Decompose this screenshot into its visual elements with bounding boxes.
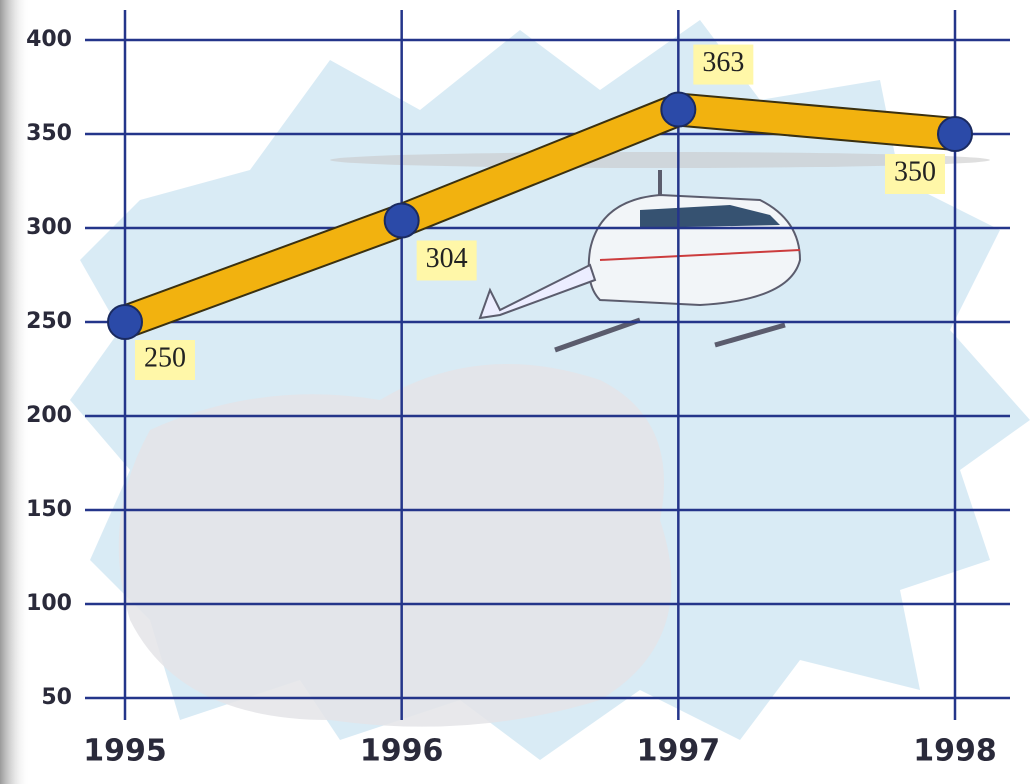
marker bbox=[108, 305, 142, 339]
page-edge bbox=[0, 0, 30, 784]
data-label: 250 bbox=[144, 342, 186, 373]
y-tick-label: 100 bbox=[26, 591, 72, 616]
marker bbox=[661, 93, 695, 127]
marker bbox=[938, 117, 972, 151]
marker bbox=[385, 203, 419, 237]
y-tick-label: 200 bbox=[26, 403, 72, 428]
x-tick-label: 1996 bbox=[360, 734, 444, 769]
chart: 250 304 363 350 50 100 150 200 250 300 350 400 1995… bbox=[0, 0, 1033, 784]
y-tick-label: 300 bbox=[26, 215, 72, 240]
data-label: 350 bbox=[894, 156, 936, 187]
data-label: 304 bbox=[426, 243, 468, 274]
background-cloud bbox=[119, 364, 672, 727]
y-tick-label: 150 bbox=[26, 497, 72, 522]
data-label: 363 bbox=[702, 47, 744, 78]
y-tick-label: 50 bbox=[41, 685, 72, 710]
y-tick-label: 350 bbox=[26, 121, 72, 146]
x-tick-label: 1995 bbox=[83, 734, 167, 769]
y-tick-label: 400 bbox=[26, 27, 72, 52]
y-tick-label: 250 bbox=[26, 309, 72, 334]
x-tick-label: 1998 bbox=[913, 734, 997, 769]
x-tick-label: 1997 bbox=[637, 734, 721, 769]
